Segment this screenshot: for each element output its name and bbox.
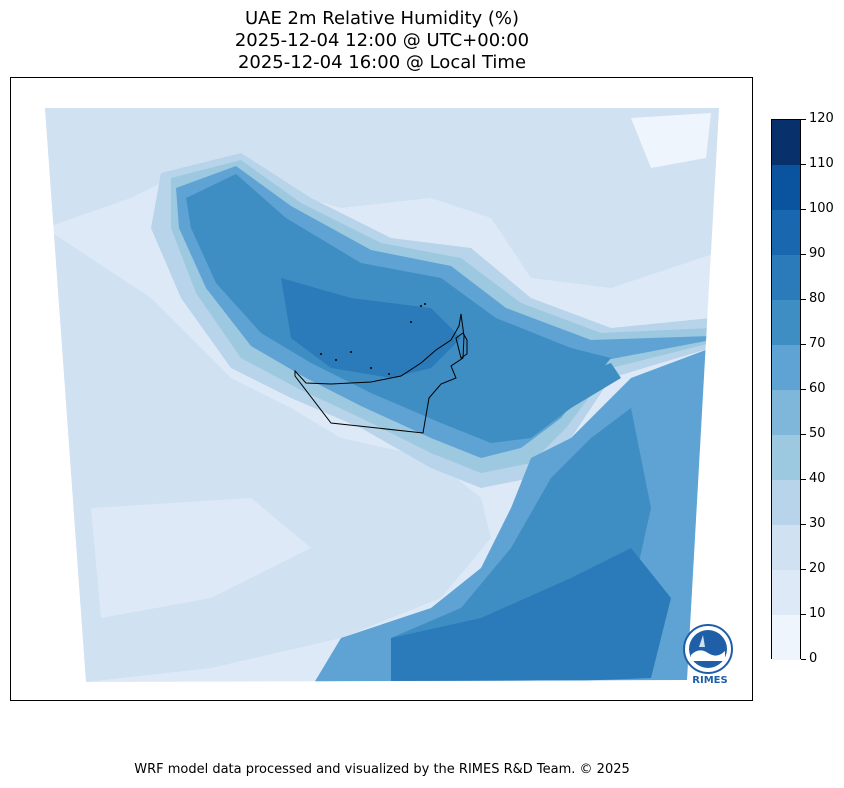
colorbar-tick-label: 120 [809,111,834,126]
colorbar-segment [772,570,800,615]
rimes-logo: RIMES [675,617,745,689]
title-line-utc: 2025-12-04 12:00 @ UTC+00:00 [234,30,530,51]
colorbar-segment [772,525,800,570]
colorbar-tick [801,118,806,120]
colorbar-tick-label: 40 [809,471,826,486]
uae-boundary [294,313,465,434]
colorbar-segment [772,480,800,525]
colorbar-tick [801,208,806,210]
colorbar-tick [801,658,806,660]
colorbar-tick-label: 50 [809,426,826,441]
colorbar-segment [772,300,800,345]
title-line-1: UAE 2m Relative Humidity (%) [244,8,520,29]
colorbar-tick-label: 70 [809,336,826,351]
colorbar-segment [772,345,800,390]
islands [320,303,426,375]
colorbar-tick [801,568,806,570]
colorbar-segment [772,615,800,660]
footer-credit: WRF model data processed and visualized … [134,762,630,777]
colorbar-tick-label: 80 [809,291,826,306]
band-70-80-gulf-center [281,278,461,378]
humidity-map [45,108,719,682]
colorbar-segment [772,165,800,210]
colorbar-segment [772,120,800,165]
colorbar [771,119,801,660]
colorbar-tick-label: 30 [809,516,826,531]
colorbar-tick [801,253,806,255]
map-panel [10,77,753,701]
colorbar-tick [801,343,806,345]
colorbar-tick [801,433,806,435]
band-20-30-north [45,108,719,288]
colorbar-tick-label: 60 [809,381,826,396]
musandam-outline [455,332,468,359]
humidity-field [45,108,719,682]
colorbar-tick [801,163,806,165]
colorbar-tick [801,298,806,300]
colorbar-tick-label: 100 [809,201,834,216]
band-60-70-gulf-of-oman [471,363,621,428]
colorbar-segment [772,255,800,300]
colorbar-tick-label: 110 [809,156,834,171]
colorbar-tick-label: 10 [809,606,826,621]
colorbar-tick-label: 0 [809,651,818,666]
colorbar-tick-label: 20 [809,561,826,576]
band-70-80-arabian-sea-south [391,548,671,682]
colorbar-tick-label: 90 [809,246,826,261]
colorbar-tick [801,523,806,525]
colorbar-tick [801,388,806,390]
rimes-logo-text: RIMES [692,675,728,686]
band-0-10-ne [631,113,711,168]
colorbar-tick [801,613,806,615]
band-10-20-southwest [91,498,311,618]
colorbar-segment [772,210,800,255]
colorbar-segment [772,390,800,435]
rimes-logo-emblem [683,624,733,674]
title-line-local: 2025-12-04 16:00 @ Local Time [237,52,527,73]
colorbar-tick [801,478,806,480]
colorbar-segment [772,435,800,480]
